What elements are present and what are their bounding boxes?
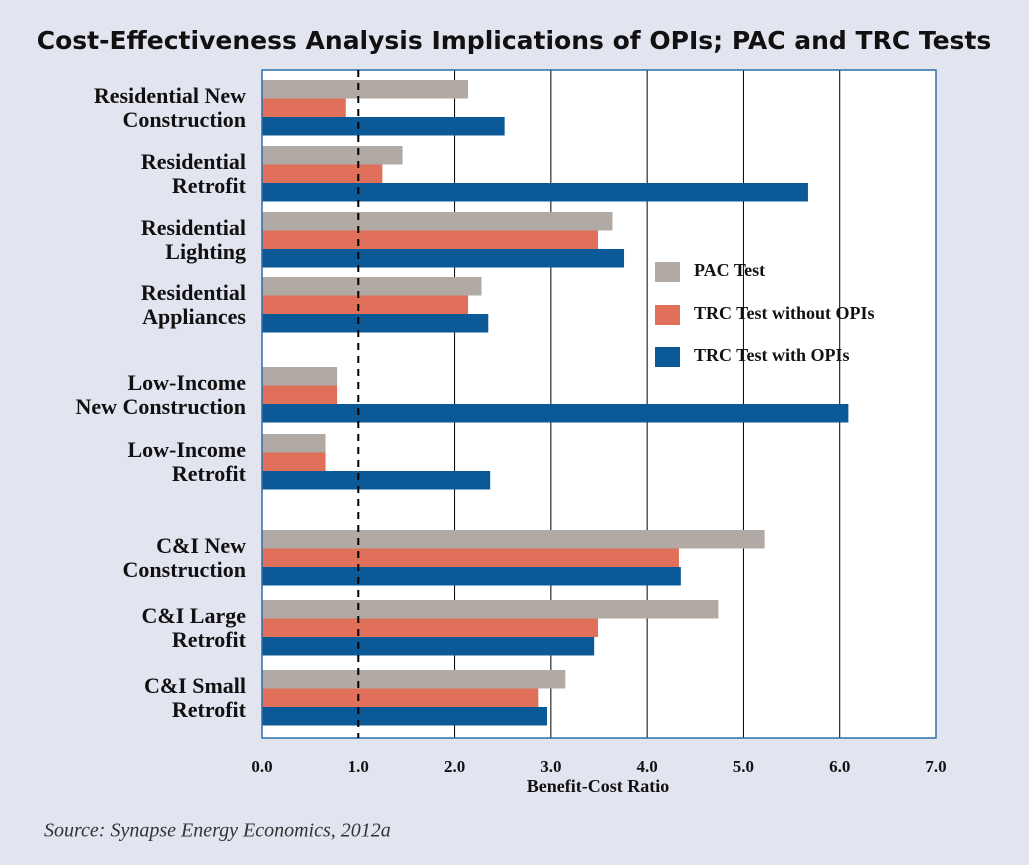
x-tick-label: 0.0 [251,757,272,776]
bar [262,117,505,136]
legend-label: PAC Test [694,260,765,280]
x-tick-label: 4.0 [637,757,658,776]
category-label: C&I New Construction [122,532,246,582]
bar [262,618,599,637]
bar [262,404,849,423]
category-label: C&I Small Retrofit [143,672,246,722]
category-label: Residential Retrofit [140,148,246,198]
bar [262,146,403,165]
x-tick-label: 3.0 [540,757,561,776]
bar [262,434,326,453]
legend-label: TRC Test without OPIs [694,303,875,323]
legend-swatch [655,347,680,367]
bar [262,164,383,183]
x-axis-label: Benefit-Cost Ratio [527,776,669,796]
x-tick-label: 1.0 [348,757,369,776]
x-tick-label: 7.0 [925,757,946,776]
bar [262,471,491,490]
bar [262,249,625,268]
chart-title: Cost-Effectiveness Analysis Implications… [37,26,992,55]
category-label: C&I Large Retrofit [141,602,246,652]
bar [262,314,489,333]
category-label: Residential Lighting [140,214,246,264]
bar [262,367,338,386]
bar [262,707,548,726]
bar [262,637,595,656]
bar [262,183,808,202]
x-tick-label: 5.0 [733,757,754,776]
category-label: Residential Appliances [140,279,246,329]
category-label: Residential New Construction [93,82,246,132]
bar [262,295,469,314]
bar [262,98,346,117]
bar [262,530,765,549]
bar [262,277,482,296]
category-label: Low-Income New Construction [75,369,247,419]
bar [262,600,719,619]
bar [262,688,539,707]
source-note: Source: Synapse Energy Economics, 2012a [44,820,391,842]
bar [262,385,338,404]
bar [262,567,681,586]
x-tick-label: 2.0 [444,757,465,776]
bar [262,80,469,99]
bar [262,670,566,689]
category-label: Low-Income Retrofit [127,436,246,486]
bar [262,452,326,471]
x-tick-label: 6.0 [829,757,850,776]
legend-label: TRC Test with OPIs [694,345,850,365]
plot-frame [261,69,937,739]
bar [262,212,613,231]
legend-swatch [655,262,680,282]
bar [262,230,599,249]
legend-swatch [655,305,680,325]
bar [262,548,679,567]
